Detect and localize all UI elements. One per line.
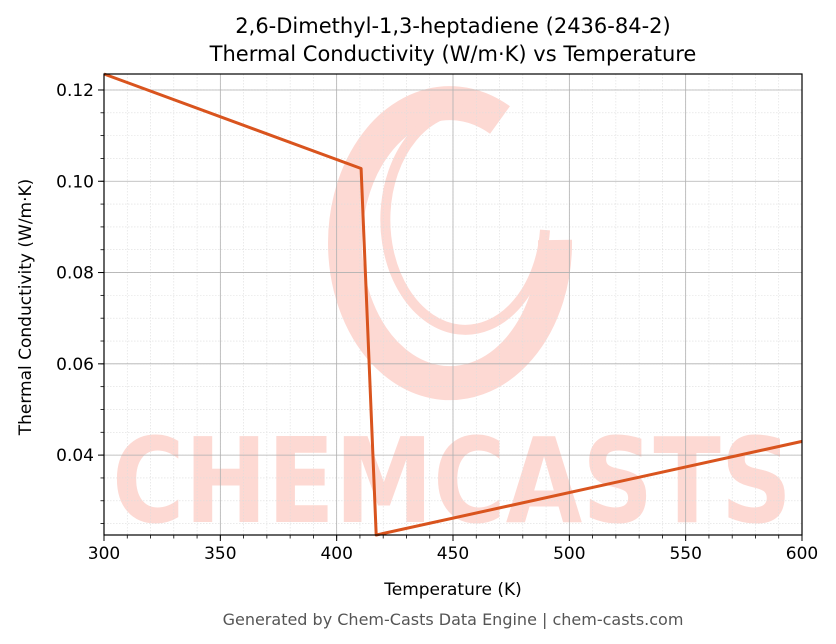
series-layer xyxy=(103,72,803,537)
watermark: CHEMCASTS xyxy=(112,86,792,550)
y-tick-label: 0.10 xyxy=(56,172,94,192)
x-tick-label: 350 xyxy=(204,544,236,564)
major-grid xyxy=(103,74,803,535)
y-tick-label: 0.08 xyxy=(56,264,94,284)
watermark-text: CHEMCASTS xyxy=(112,412,792,550)
x-tick-label: 300 xyxy=(88,544,120,564)
x-tick-label: 600 xyxy=(786,544,818,564)
x-axis-ticks: 300 350 400 450 500 550 600 xyxy=(88,535,818,564)
x-axis-label: Temperature (K) xyxy=(383,580,522,600)
y-axis-ticks: 0.04 0.06 0.08 0.10 0.12 xyxy=(56,81,104,524)
x-tick-label: 550 xyxy=(669,544,701,564)
footer-credit: Generated by Chem-Casts Data Engine | ch… xyxy=(223,610,684,629)
x-tick-label: 500 xyxy=(553,544,585,564)
x-tick-label: 450 xyxy=(437,544,469,564)
y-tick-label: 0.04 xyxy=(56,446,94,466)
series-line-0 xyxy=(103,72,803,537)
y-tick-label: 0.06 xyxy=(56,355,94,375)
y-tick-label: 0.12 xyxy=(56,81,94,101)
x-tick-label: 400 xyxy=(320,544,352,564)
chart-title-line2: Thermal Conductivity (W/m·K) vs Temperat… xyxy=(209,42,697,66)
y-axis-label: Thermal Conductivity (W/m·K) xyxy=(16,179,36,437)
watermark-logo-icon xyxy=(328,86,573,401)
chart-title-line1: 2,6-Dimethyl-1,3-heptadiene (2436-84-2) xyxy=(235,14,670,38)
